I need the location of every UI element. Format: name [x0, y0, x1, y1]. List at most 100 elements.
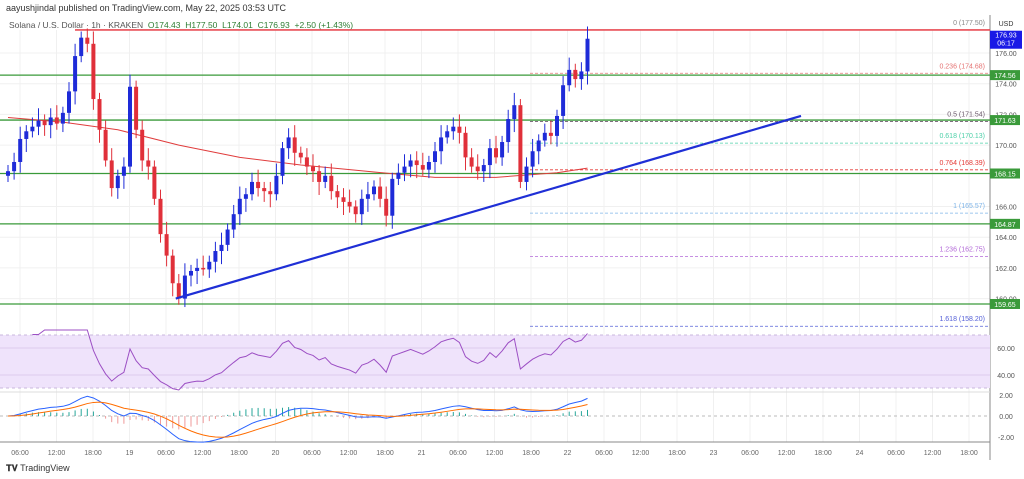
support-price-label: 171.63	[994, 118, 1016, 125]
candle	[189, 270, 193, 276]
candle	[542, 132, 547, 141]
candle	[451, 126, 456, 132]
tradingview-logo: 𝐓𝐕 TradingView	[6, 463, 70, 473]
macd-tick-label: 0.00	[999, 414, 1013, 421]
candle	[420, 165, 425, 170]
candle	[12, 161, 17, 172]
candle	[134, 86, 139, 130]
candle	[274, 175, 279, 195]
y-tick-label: 174.00	[995, 82, 1017, 89]
candle	[518, 105, 523, 182]
candle	[146, 160, 151, 167]
fib-level-label: 1.618 (158.20)	[939, 316, 985, 323]
support-price-tag	[990, 298, 1020, 309]
y-tick-label: 170.00	[995, 143, 1017, 150]
fib-level-label: 0.618 (170.13)	[939, 133, 985, 140]
fib-level-label: 0 (177.50)	[953, 20, 985, 27]
rsi-line	[32, 329, 588, 391]
x-tick-label: 06:00	[595, 450, 613, 457]
candle	[292, 137, 297, 153]
candle	[347, 201, 352, 207]
candle	[268, 191, 273, 195]
x-tick-label: 18:00	[814, 450, 832, 457]
current-price-label: 176.93	[995, 33, 1017, 40]
candle	[24, 131, 29, 139]
logo-text: TradingView	[20, 463, 70, 473]
candle	[91, 43, 96, 100]
candle	[433, 151, 437, 162]
candle	[475, 166, 480, 172]
candle	[280, 148, 285, 176]
candle	[97, 99, 102, 130]
candle	[359, 198, 364, 215]
candle	[286, 137, 291, 149]
symbol-info: Solana / U.S. Dollar · 1h · KRAKEN O174.…	[9, 20, 353, 30]
candle	[329, 175, 334, 192]
fib-level-label: 0.764 (168.39)	[939, 160, 985, 167]
candle	[494, 148, 498, 158]
candle	[524, 166, 529, 182]
candle	[463, 132, 468, 158]
x-tick-label: 06:00	[11, 450, 29, 457]
x-tick-label: 21	[418, 450, 426, 457]
candle	[506, 119, 511, 143]
candle	[115, 175, 120, 189]
x-tick-label: 18:00	[376, 450, 394, 457]
y-tick-label: 162.00	[995, 266, 1017, 273]
candle	[585, 38, 590, 72]
x-tick-label: 22	[564, 450, 572, 457]
trendline	[175, 114, 802, 300]
support-price-tag	[990, 70, 1020, 81]
candle	[573, 69, 578, 80]
rsi-band	[0, 335, 990, 388]
candle	[311, 166, 315, 172]
x-tick-label: 18:00	[522, 450, 540, 457]
candle	[384, 198, 389, 216]
support-price-tag	[990, 218, 1020, 229]
candle	[42, 120, 47, 126]
candle	[567, 69, 572, 86]
candle	[231, 214, 236, 230]
x-tick-label: 12:00	[778, 450, 796, 457]
candle	[487, 148, 492, 166]
candle	[390, 178, 395, 216]
macd-line	[7, 395, 588, 443]
x-tick-label: 12:00	[486, 450, 504, 457]
fib-level-label: 0.5 (171.54)	[947, 111, 985, 118]
x-tick-label: 12:00	[48, 450, 66, 457]
y-tick-label: 176.00	[995, 51, 1017, 58]
support-price-label: 174.56	[994, 73, 1016, 80]
candle	[182, 275, 187, 299]
change-value: +2.50 (+1.43%)	[294, 20, 354, 30]
fib-level-label: 1 (165.57)	[953, 203, 985, 210]
x-tick-label: 06:00	[449, 450, 467, 457]
candle	[54, 117, 59, 124]
candle	[500, 142, 505, 158]
x-tick-label: 12:00	[924, 450, 942, 457]
candle	[402, 166, 407, 173]
x-tick-label: 06:00	[887, 450, 905, 457]
x-tick-label: 18:00	[960, 450, 978, 457]
currency-label: USD	[999, 21, 1014, 28]
x-tick-label: 06:00	[157, 450, 175, 457]
candle	[30, 126, 35, 132]
fib-level-label: 1.236 (162.75)	[939, 246, 985, 253]
y-tick-label: 164.00	[995, 235, 1017, 242]
candle	[445, 131, 450, 138]
candle	[481, 165, 486, 172]
candle	[262, 188, 267, 192]
macd-signal-line	[7, 401, 588, 438]
x-tick-label: 18:00	[84, 450, 102, 457]
y-tick-label: 166.00	[995, 205, 1017, 212]
x-tick-label: 23	[710, 450, 718, 457]
candle	[85, 37, 90, 44]
close-value: C176.93	[257, 20, 290, 30]
candle	[353, 206, 358, 215]
candle	[67, 91, 71, 113]
candle	[396, 172, 401, 179]
x-tick-label: 19	[126, 450, 134, 457]
candle	[109, 160, 114, 189]
x-tick-label: 12:00	[340, 450, 358, 457]
candle	[36, 120, 41, 127]
